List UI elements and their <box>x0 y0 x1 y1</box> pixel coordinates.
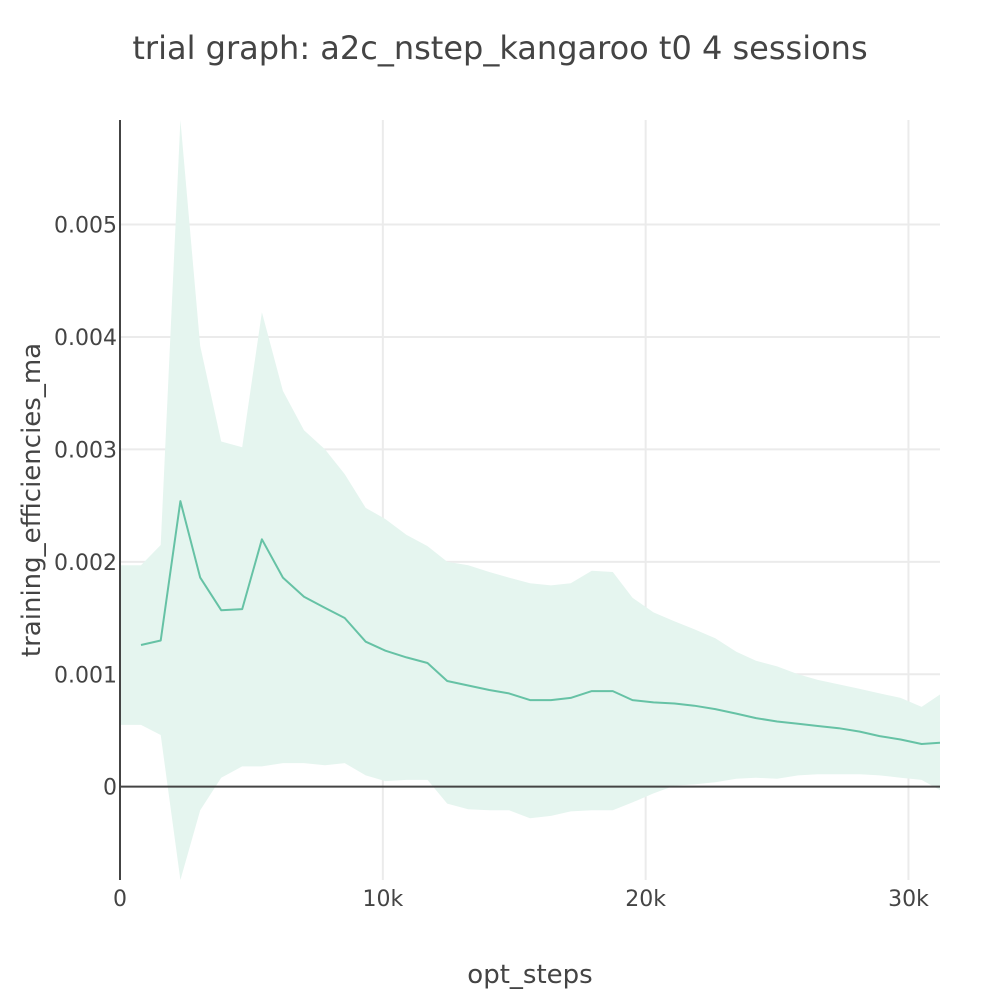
y-axis-title: training_efficiencies_ma <box>17 343 47 657</box>
y-tick-label: 0.005 <box>54 214 117 239</box>
x-tick-label: 30k <box>888 887 929 912</box>
x-tick-label: 20k <box>625 887 666 912</box>
y-tick-label: 0.004 <box>54 326 117 351</box>
x-axis-title: opt_steps <box>467 960 592 990</box>
x-tick-label: 0 <box>113 887 127 912</box>
confidence-band <box>120 120 940 880</box>
confidence-band-layer <box>120 120 940 880</box>
series-line <box>140 500 940 745</box>
series-line-layer <box>140 500 940 745</box>
axes <box>119 120 940 880</box>
chart-title: trial graph: a2c_nstep_kangaroo t0 4 ses… <box>132 29 867 67</box>
y-tick-label: 0.003 <box>54 438 117 463</box>
y-tick-label: 0.001 <box>54 663 117 688</box>
y-tick-label: 0 <box>103 776 117 801</box>
y-tick-label: 0.002 <box>54 551 117 576</box>
tick-labels: 0 10k 20k 30k 0 0.001 0.002 0.003 0.004 0.005 <box>54 214 929 912</box>
x-tick-label: 10k <box>362 887 403 912</box>
